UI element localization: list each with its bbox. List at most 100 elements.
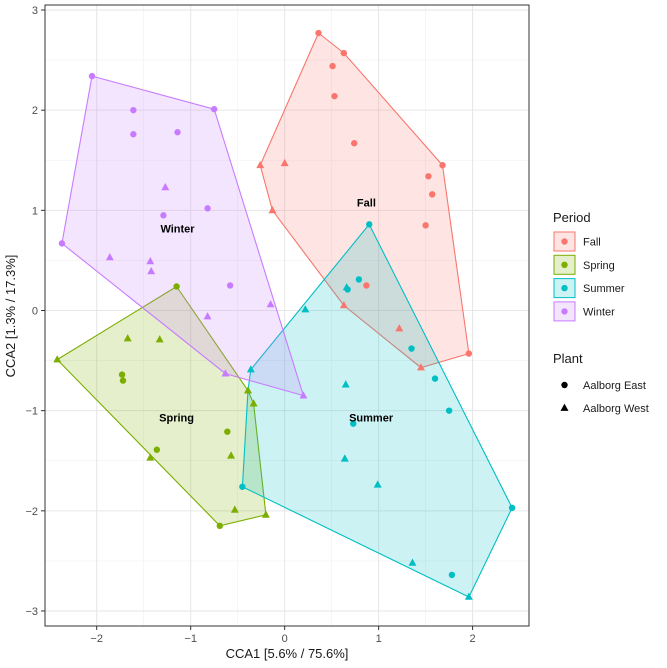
group-label-winter: Winter: [160, 223, 195, 235]
point-winter-aalborg-east: [130, 131, 137, 138]
legend-key-point: [561, 261, 568, 268]
point-fall-aalborg-east: [422, 222, 429, 229]
hull-winter: [61, 75, 305, 397]
point-winter-aalborg-west: [203, 312, 212, 320]
point-spring-aalborg-east: [173, 283, 180, 290]
point-winter-aalborg-east: [226, 282, 234, 289]
point-winter-aalborg-east: [174, 129, 181, 136]
point-summer-aalborg-west: [246, 365, 255, 373]
point-summer-aalborg-east: [431, 375, 439, 382]
point-spring-aalborg-east: [153, 446, 161, 453]
point-winter-aalborg-west: [266, 300, 275, 308]
point-summer-aalborg-east: [239, 483, 246, 490]
point-spring-aalborg-west: [261, 510, 270, 518]
legend-label-spring: Spring: [583, 260, 615, 272]
legend-shape-triangle: [560, 403, 569, 411]
point-fall-aalborg-east: [340, 49, 348, 57]
x-axis-title: CCA1 [5.6% / 75.6%]: [226, 646, 349, 661]
point-summer-aalborg-west: [373, 480, 382, 488]
point-fall-aalborg-east: [363, 282, 370, 289]
point-summer-aalborg-west: [341, 380, 350, 388]
point-summer-aalborg-east: [350, 420, 357, 427]
legend-title-plant: Plant: [553, 351, 583, 366]
point-summer-aalborg-east: [508, 504, 516, 512]
point-summer-aalborg-west: [464, 592, 473, 600]
point-winter-aalborg-west: [161, 182, 170, 191]
y-tick-label: 2: [32, 105, 38, 117]
point-winter-aalborg-east: [130, 106, 137, 114]
point-winter-aalborg-west: [221, 369, 230, 377]
group-label-summer: Summer: [349, 413, 394, 425]
point-fall-aalborg-west: [280, 158, 289, 167]
y-tick-label: −2: [25, 506, 38, 518]
point-summer-aalborg-west: [408, 558, 417, 566]
data-points: [53, 29, 516, 600]
point-fall-aalborg-east: [350, 140, 358, 147]
group-labels: Fall Spring Summer Winter: [159, 197, 394, 424]
point-fall-aalborg-east: [329, 62, 336, 70]
point-fall-aalborg-east: [429, 191, 436, 198]
y-tick-label: 3: [32, 5, 38, 17]
point-summer-aalborg-west: [342, 283, 351, 291]
x-tick-label: 0: [282, 633, 288, 645]
point-spring-aalborg-west: [53, 355, 62, 363]
panel-border: [44, 4, 530, 627]
point-fall-aalborg-west: [395, 324, 404, 332]
point-fall-aalborg-west: [256, 160, 265, 169]
point-spring-aalborg-west: [155, 335, 164, 343]
y-axis-title: CCA2 [1.3% / 17.3%]: [3, 255, 18, 378]
point-fall-aalborg-east: [465, 350, 473, 357]
legend-label-summer: Summer: [583, 283, 625, 295]
point-winter-aalborg-west: [299, 391, 308, 399]
x-tick-label: 2: [470, 633, 476, 645]
point-summer-aalborg-west: [301, 305, 310, 313]
x-tick-label: −2: [90, 633, 103, 645]
y-tick-label: 0: [32, 305, 38, 317]
group-label-fall: Fall: [357, 197, 376, 209]
y-tick-label: −3: [25, 606, 38, 618]
x-tick-label: −1: [184, 633, 197, 645]
legend: Period Fall Spring Summer Winter Plant Aalborg…: [553, 210, 649, 415]
panel-background: [45, 5, 529, 626]
point-spring-aalborg-west: [230, 505, 239, 513]
point-winter-aalborg-west: [147, 267, 156, 275]
point-fall-aalborg-west: [268, 205, 277, 214]
axis-ticks: −2 −1 0 1 2 −3 −2 −1 0 1 2 3: [25, 5, 475, 645]
legend-key-point: [561, 308, 568, 315]
legend-key-point: [561, 238, 568, 245]
legend-key-point: [561, 284, 568, 292]
point-spring-aalborg-west: [249, 399, 258, 407]
point-summer-aalborg-west: [340, 454, 349, 462]
point-fall-aalborg-east: [425, 173, 432, 180]
point-winter-aalborg-east: [204, 205, 211, 212]
y-tick-label: 1: [32, 205, 38, 217]
point-winter-aalborg-west: [105, 253, 114, 261]
x-tick-label: 1: [376, 633, 382, 645]
point-summer-aalborg-east: [366, 221, 373, 228]
point-spring-aalborg-west: [146, 453, 155, 461]
point-fall-aalborg-east: [315, 29, 322, 37]
point-spring-aalborg-west: [227, 451, 235, 459]
legend-title-period: Period: [553, 210, 591, 225]
point-summer-aalborg-east: [445, 407, 453, 414]
point-fall-aalborg-east: [439, 162, 446, 169]
legend-label-fall: Fall: [583, 237, 601, 249]
point-spring-aalborg-east: [224, 428, 231, 435]
point-spring-aalborg-east: [118, 371, 126, 378]
point-winter-aalborg-east: [58, 240, 66, 247]
point-fall-aalborg-west: [417, 363, 425, 371]
point-spring-aalborg-east: [216, 522, 224, 530]
group-label-spring: Spring: [159, 413, 194, 425]
point-summer-aalborg-east: [355, 276, 363, 283]
legend-label-aalborg-west: Aalborg West: [583, 403, 649, 415]
point-spring-aalborg-east: [119, 377, 127, 384]
point-fall-aalborg-east: [331, 92, 338, 100]
legend-label-winter: Winter: [583, 306, 615, 318]
point-winter-aalborg-east: [210, 105, 218, 113]
point-summer-aalborg-east: [448, 571, 456, 579]
point-winter-aalborg-east: [88, 72, 96, 80]
point-fall-aalborg-west: [339, 301, 348, 309]
y-tick-label: −1: [25, 406, 38, 418]
point-spring-aalborg-west: [123, 334, 132, 342]
